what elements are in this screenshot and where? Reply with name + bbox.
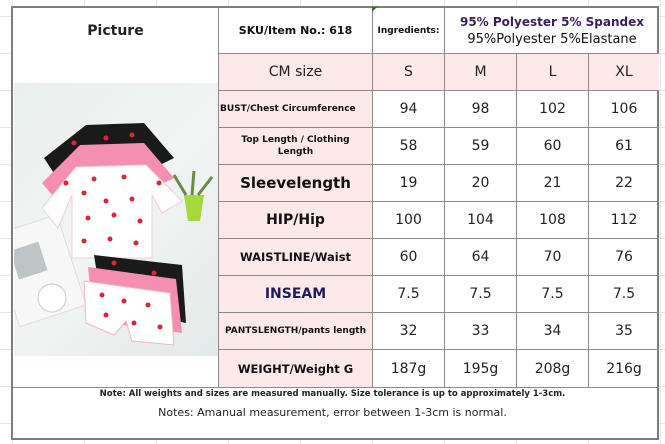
value-cell: 59	[445, 128, 517, 165]
value-cell: 21	[517, 165, 589, 202]
value-cell: 104	[445, 202, 517, 239]
value-cell: 35	[589, 313, 659, 350]
value-cell: 33	[445, 313, 517, 350]
row-label-waistline: WAISTLINE/Waist	[219, 239, 373, 276]
picture-header: Picture	[13, 8, 219, 54]
ingredients-line-2: 95%Polyester 5%Elastane	[467, 31, 637, 47]
note-line-2: Notes: Amanual measurement, error betwee…	[158, 406, 507, 419]
cm-size-label: CM size	[219, 54, 373, 91]
size-header-m: M	[445, 54, 517, 91]
row-label-inseam: INSEAM	[219, 276, 373, 313]
picture-cell	[13, 54, 219, 388]
note-line-1: Note: All weights and sizes are measured…	[99, 389, 566, 399]
row-label-pantslength: PANTSLENGTH/pants length	[219, 313, 373, 350]
value-cell: 64	[445, 239, 517, 276]
size-header-s: S	[373, 54, 445, 91]
value-cell: 70	[517, 239, 589, 276]
value-cell: 100	[373, 202, 445, 239]
ingredients-line-1: 95% Polyester 5% Spandex	[459, 14, 645, 29]
value-cell: 60	[373, 239, 445, 276]
value-cell: 19	[373, 165, 445, 202]
cell-comment-marker-icon	[372, 7, 377, 12]
value-cell: 98	[445, 91, 517, 128]
row-label-sleevelength: Sleevelength	[219, 165, 373, 202]
size-header-xl: XL	[589, 54, 659, 91]
value-cell: 7.5	[373, 276, 445, 313]
row-label-hip: HIP/Hip	[219, 202, 373, 239]
value-cell: 187g	[373, 350, 445, 388]
value-cell: 102	[517, 91, 589, 128]
value-cell: 60	[517, 128, 589, 165]
value-cell: 106	[589, 91, 659, 128]
row-label-weight: WEIGHT/Weight G	[219, 350, 373, 388]
size-chart-table: Picture SKU/Item No.: 618 Ingredients: 9…	[11, 6, 659, 440]
value-cell: 61	[589, 128, 659, 165]
value-cell: 22	[589, 165, 659, 202]
value-cell: 195g	[445, 350, 517, 388]
value-cell: 20	[445, 165, 517, 202]
value-cell: 7.5	[589, 276, 659, 313]
value-cell: 58	[373, 128, 445, 165]
ingredients-value: 95% Polyester 5% Spandex 95%Polyester 5%…	[445, 8, 659, 54]
pajama-set-image-icon	[14, 123, 214, 346]
row-label-top-length: Top Length / Clothing Length	[219, 128, 373, 165]
divider	[13, 387, 219, 388]
value-cell: 7.5	[517, 276, 589, 313]
size-header-l: L	[517, 54, 589, 91]
product-photo	[14, 83, 218, 356]
value-cell: 76	[589, 239, 659, 276]
value-cell: 94	[373, 91, 445, 128]
row-label-bust: BUST/Chest Circumference	[219, 91, 373, 128]
value-cell: 108	[517, 202, 589, 239]
value-cell: 32	[373, 313, 445, 350]
value-cell: 208g	[517, 350, 589, 388]
value-cell: 34	[517, 313, 589, 350]
value-cell: 7.5	[445, 276, 517, 313]
sku-label: SKU/Item No.: 618	[219, 8, 373, 54]
value-cell: 216g	[589, 350, 659, 388]
value-cell: 112	[589, 202, 659, 239]
ingredients-label: Ingredients:	[373, 8, 445, 54]
